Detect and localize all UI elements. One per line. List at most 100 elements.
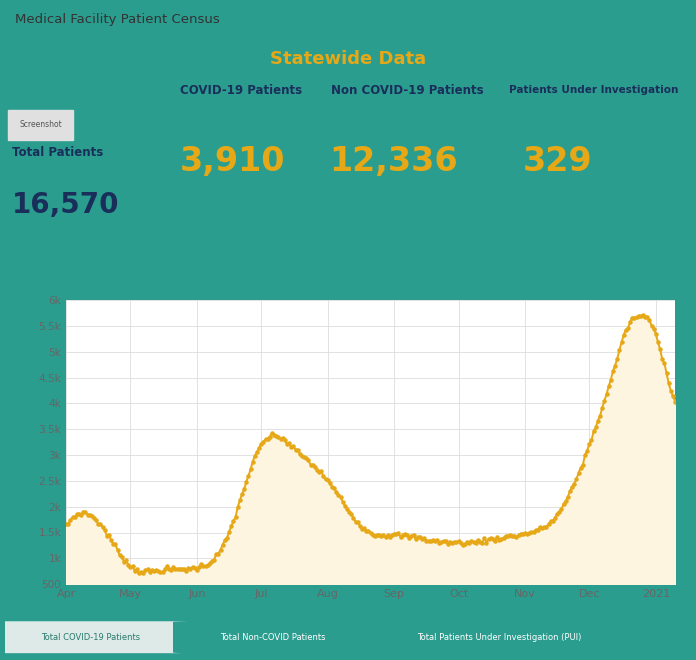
Point [560,496,571,506]
Point [99,525,110,535]
Point [541,521,552,532]
Point [260,434,271,445]
Point [299,452,310,463]
Point [249,451,260,461]
Point [262,433,274,444]
Point [670,397,681,407]
Point [241,477,252,487]
Point [652,337,663,348]
Text: 3,910: 3,910 [180,145,285,178]
Point [352,517,363,527]
Point [255,439,267,449]
Point [453,536,464,546]
Point [390,529,402,539]
Point [365,528,376,539]
Point [136,567,147,578]
Point [442,539,453,549]
Point [515,528,526,539]
Point [65,515,76,525]
Text: COVID-19 Patients: COVID-19 Patients [180,84,302,96]
Point [303,455,314,466]
Point [215,544,226,555]
Point [562,491,574,502]
Point [620,325,631,335]
Point [573,467,584,478]
Point [648,323,659,334]
Point [253,442,264,453]
Point [496,534,507,544]
Point [88,513,100,523]
Point [571,474,582,484]
Point [333,490,344,500]
Point [640,312,651,322]
Point [584,438,595,449]
Point [221,533,232,543]
Point [564,486,576,496]
Point [586,435,597,446]
Point [116,552,127,562]
Point [517,529,528,540]
Point [76,510,87,521]
Point [264,431,276,442]
Point [599,396,610,407]
Point [416,534,427,544]
Point [110,539,121,550]
Point [90,515,102,525]
Point [138,568,149,579]
Point [196,559,207,570]
Point [380,532,391,543]
Point [479,533,490,543]
Point [271,431,282,442]
Point [493,535,505,545]
Point [545,515,556,526]
Point [161,561,173,572]
Point [521,529,532,539]
Point [425,536,436,546]
Point [429,535,441,546]
Point [140,564,151,575]
Point [288,441,299,451]
Text: Total Patients: Total Patients [12,147,103,160]
Point [503,531,514,541]
Point [447,538,458,548]
Point [335,492,346,503]
Point [217,539,228,550]
Point [528,527,539,537]
Point [511,531,522,542]
Point [82,510,93,520]
Point [661,368,672,379]
Point [644,315,655,325]
Point [363,525,374,536]
Point [575,463,586,473]
Point [67,512,78,523]
Point [457,540,468,550]
Point [348,513,359,523]
Point [556,504,567,515]
Point [286,442,297,452]
Point [329,483,340,494]
Point [594,411,606,421]
Point [350,517,361,527]
Point [301,453,312,463]
Text: 12,336: 12,336 [329,145,457,178]
Point [509,531,520,541]
Text: 329: 329 [523,145,592,178]
Point [406,531,417,541]
Point [423,535,434,546]
Point [269,429,280,440]
Point [628,312,640,323]
Point [388,529,400,539]
Point [187,562,198,572]
Point [311,465,322,475]
Point [612,354,623,364]
Point [485,533,496,543]
FancyBboxPatch shape [8,110,74,139]
Point [477,538,488,548]
Text: Patients Under Investigation: Patients Under Investigation [509,85,679,95]
Point [513,530,524,541]
Point [358,523,370,533]
Point [326,481,338,492]
Point [537,523,548,534]
Point [112,545,123,556]
Point [367,529,379,540]
